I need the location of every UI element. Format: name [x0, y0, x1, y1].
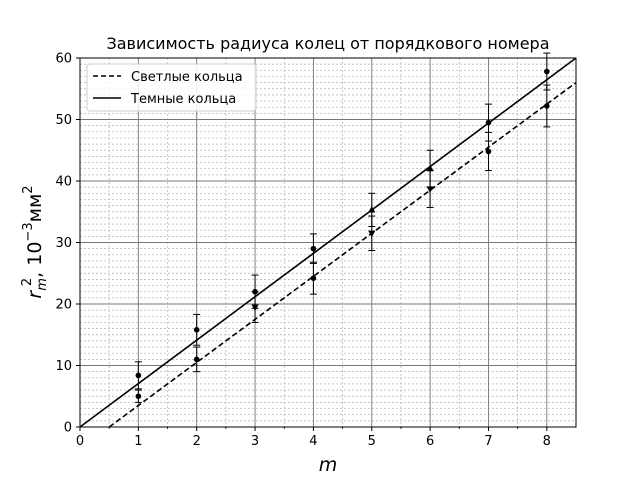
y-tick-label: 10: [55, 359, 72, 374]
y-tick-label: 30: [55, 236, 72, 251]
marker-dark: [544, 68, 550, 75]
x-tick-label: 2: [193, 434, 201, 449]
fit-line-light: [108, 81, 577, 428]
marker-dark: [426, 164, 434, 172]
x-tick-label: 5: [368, 434, 376, 449]
x-tick-label: 1: [134, 434, 142, 449]
y-label-subscript: m: [35, 278, 50, 291]
y-label-symbol: r: [24, 290, 46, 299]
marker-light: [544, 103, 550, 109]
x-tick-label: 0: [76, 434, 84, 449]
y-label-unit: мм: [24, 194, 46, 223]
y-label-superscript: 2: [20, 278, 35, 286]
y-axis-label: rm2, 10−3мм2: [20, 185, 50, 298]
y-tick-label: 40: [55, 175, 72, 190]
marker-light: [310, 275, 317, 281]
y-label-unit-superscript: 2: [21, 185, 36, 193]
marker-dark: [310, 245, 317, 252]
marker-light: [251, 304, 259, 312]
x-tick-label: 7: [484, 434, 492, 449]
x-tick-label: 8: [543, 434, 551, 449]
fit-line-dark: [79, 57, 577, 428]
y-tick-label: 50: [55, 113, 72, 128]
y-label-rest: , 10: [24, 242, 46, 278]
marker-light: [426, 186, 434, 193]
legend-box: [86, 63, 257, 112]
tick-labels: 0 1 2 3 4 5 6 7 8 0 10 20 30 40 50 60: [55, 52, 551, 450]
y-tick-label: 0: [64, 421, 72, 436]
y-label-exponent: −3: [21, 222, 36, 241]
x-tick-label: 6: [426, 434, 434, 449]
x-axis-label: m: [319, 454, 338, 476]
marker-dark: [368, 205, 376, 213]
y-tick-label: 60: [55, 52, 72, 67]
axis-ticks: [76, 57, 548, 431]
legend-label-dark: Темные кольца: [130, 92, 236, 107]
y-tick-label: 20: [55, 298, 72, 313]
marker-light: [193, 356, 200, 363]
legend-label-light: Светлые кольца: [131, 70, 243, 85]
fit-lines: [79, 57, 577, 428]
marker-dark: [252, 288, 258, 295]
x-tick-label: 4: [309, 434, 317, 449]
data-markers: [135, 68, 550, 400]
marker-dark: [193, 327, 200, 333]
marker-dark: [135, 372, 142, 379]
marker-light: [485, 148, 492, 155]
x-tick-label: 3: [251, 434, 259, 449]
legend: Светлые кольца Темные кольца: [86, 63, 257, 112]
marker-dark: [485, 119, 492, 126]
chart-title: Зависимость радиуса колец от порядкового…: [106, 34, 549, 53]
marker-light: [368, 230, 376, 238]
marker-light: [135, 393, 142, 400]
